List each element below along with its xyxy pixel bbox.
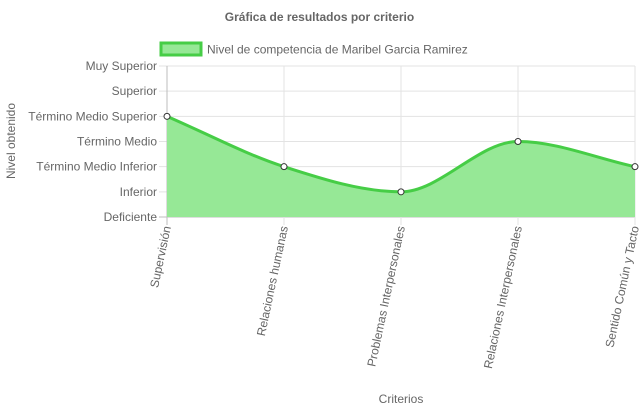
data-point[interactable] xyxy=(163,112,171,120)
x-tick-label: Relaciones Interpersonales xyxy=(481,225,525,370)
data-point[interactable] xyxy=(280,163,288,171)
y-tick-label: Término Medio xyxy=(77,135,157,149)
data-point[interactable] xyxy=(397,188,405,196)
y-tick-label: Deficiente xyxy=(104,210,158,224)
y-tick-label: Inferior xyxy=(120,185,157,199)
x-tick-label: Relaciones humanas xyxy=(254,225,291,338)
legend[interactable]: Nivel de competencia de Maribel Garcia R… xyxy=(159,41,468,57)
x-axis-ticks: Supervisión Relaciones humanas Problemas I… xyxy=(147,224,639,369)
chart-title: Gráfica de resultados por criterio xyxy=(225,10,414,24)
y-tick-label: Término Medio Superior xyxy=(28,109,157,123)
legend-swatch xyxy=(159,41,203,57)
y-axis-title: Nivel obtenido xyxy=(4,103,18,179)
y-tick-label: Superior xyxy=(112,84,157,98)
data-point[interactable] xyxy=(514,138,522,145)
legend-label: Nivel de competencia de Maribel Garcia R… xyxy=(207,43,468,57)
y-axis-ticks: Deficiente Inferior Término Medio Inferior… xyxy=(28,59,157,224)
x-tick-label: Problemas Interpersonales xyxy=(364,225,408,368)
x-tick-label: Supervisión xyxy=(147,225,174,289)
x-axis-title: Criterios xyxy=(379,392,424,406)
y-tick-label: Término Medio Inferior xyxy=(36,160,157,174)
y-tick-label: Muy Superior xyxy=(86,59,157,73)
data-points xyxy=(163,112,639,196)
x-tick-label: Sentido Común y Tacto xyxy=(602,224,639,348)
data-point[interactable] xyxy=(631,163,639,171)
